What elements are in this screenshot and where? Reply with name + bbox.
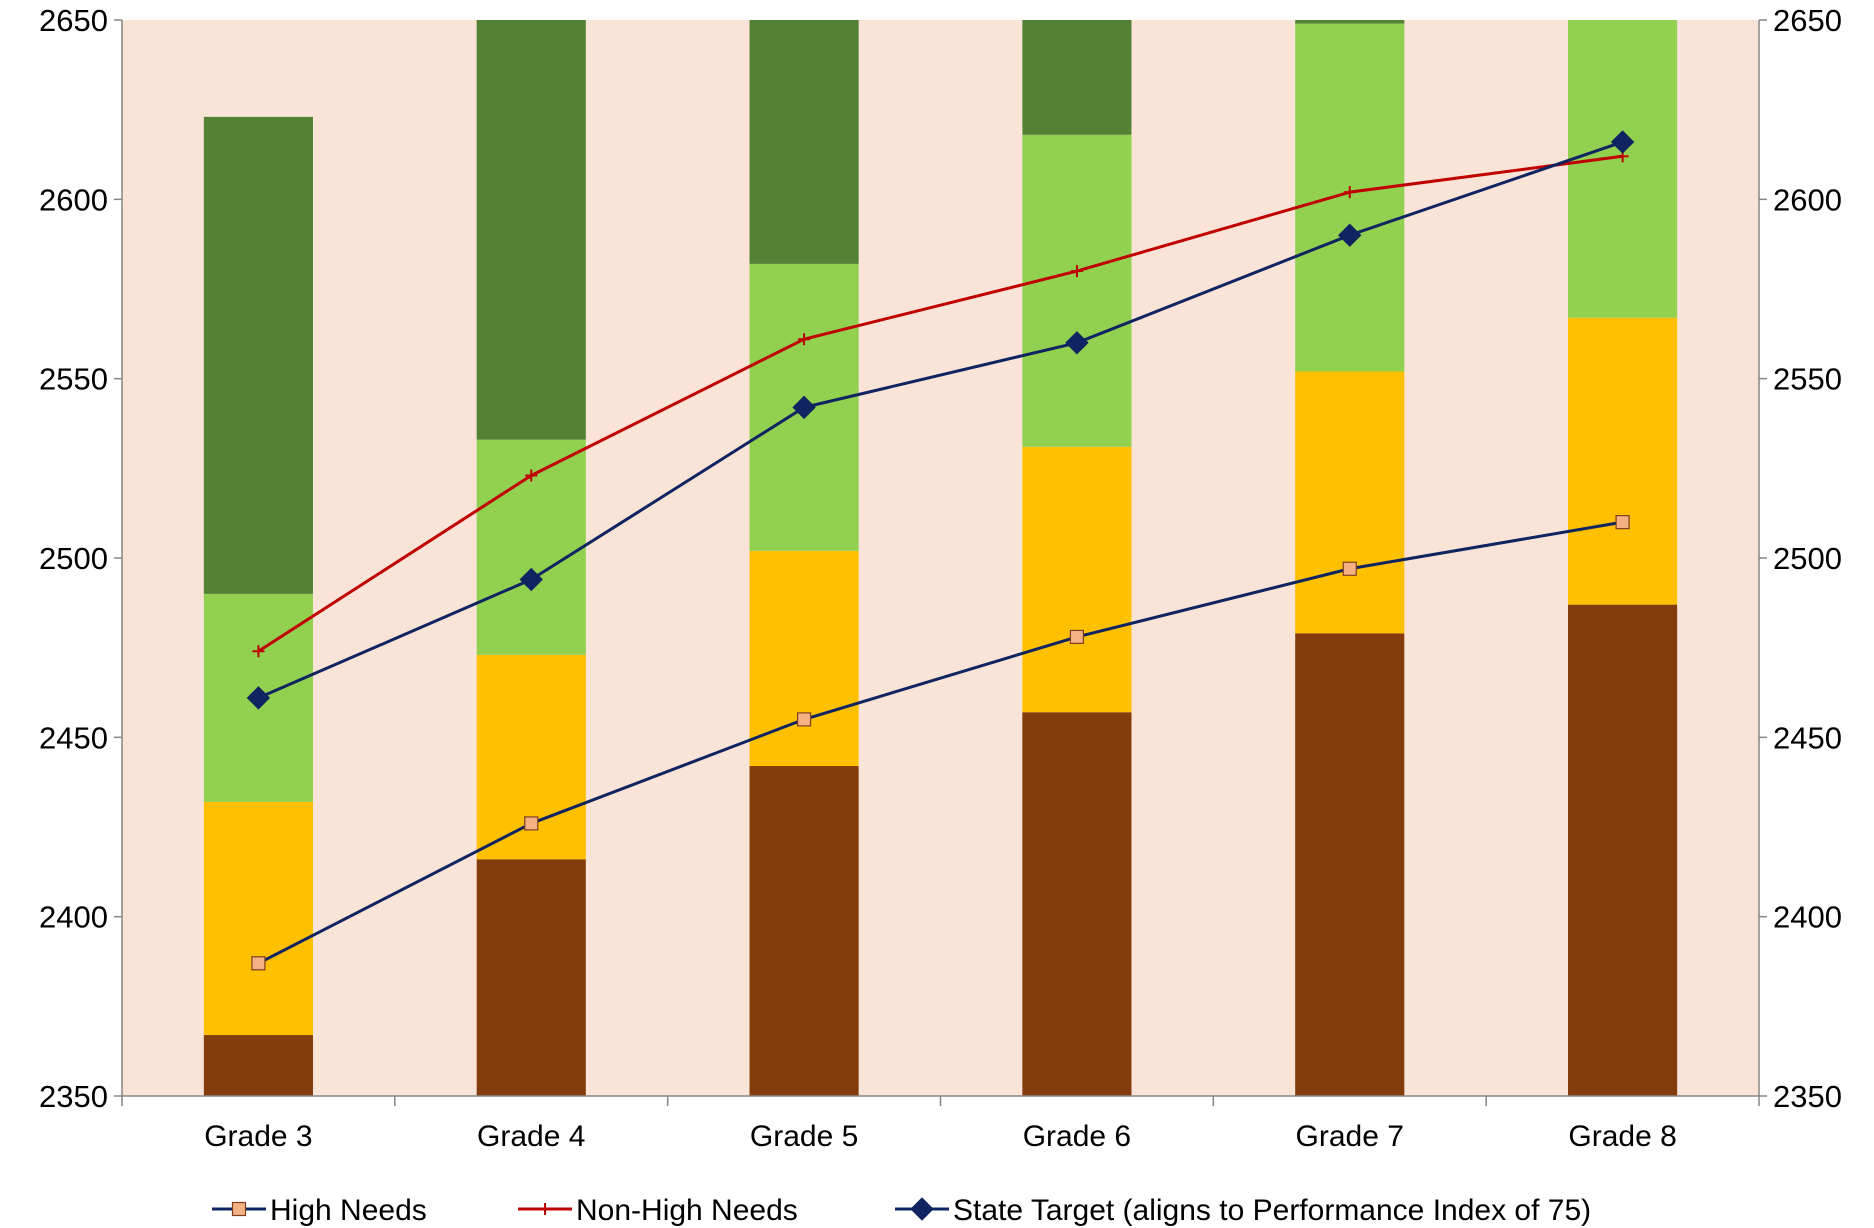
data-point xyxy=(246,686,271,710)
bar-segment xyxy=(1568,604,1678,1096)
data-point xyxy=(1338,223,1362,247)
y-tick-label: 2450 xyxy=(39,720,108,755)
bar-segment xyxy=(203,801,313,1036)
y-tick-label: 2650 xyxy=(39,3,108,38)
y-tick-label: 2550 xyxy=(39,362,108,397)
bar-segment xyxy=(1295,633,1405,1096)
bar-segment xyxy=(1568,317,1678,605)
data-point xyxy=(1069,629,1085,645)
y-tick-label: 2400 xyxy=(39,900,108,935)
series-lines xyxy=(246,130,1635,971)
x-tick-label: Grade 5 xyxy=(750,1120,858,1153)
y2-tick-label: 2550 xyxy=(1773,362,1842,397)
bar-segment xyxy=(1022,712,1132,1096)
x-tick-label: Grade 4 xyxy=(477,1120,585,1153)
y2-tick-label: 2350 xyxy=(1773,1079,1842,1114)
bar-segment xyxy=(749,766,859,1096)
y2-tick-label: 2650 xyxy=(1773,3,1842,38)
data-point xyxy=(1065,331,1089,355)
bar-segment xyxy=(749,550,859,767)
y2-tick-label: 2500 xyxy=(1773,541,1842,576)
series-line xyxy=(257,154,1623,653)
legend-label: High Needs xyxy=(270,1194,427,1227)
bar-segment xyxy=(749,20,859,264)
x-tick-label: Grade 6 xyxy=(1023,1120,1131,1153)
bar-segment xyxy=(476,859,586,1096)
legend-marker xyxy=(539,1203,551,1215)
bar-segment xyxy=(203,116,313,594)
x-tick-label: Grade 7 xyxy=(1296,1120,1404,1153)
data-point xyxy=(1615,515,1630,530)
y2-tick-label: 2400 xyxy=(1773,900,1842,935)
data-point xyxy=(1610,130,1635,154)
x-tick-label: Grade 8 xyxy=(1568,1120,1676,1153)
bar-segment xyxy=(476,20,586,440)
legend-marker xyxy=(910,1197,934,1221)
data-point xyxy=(525,469,538,482)
data-point xyxy=(251,956,266,971)
x-tick-label: Grade 3 xyxy=(204,1120,312,1153)
bar-segment xyxy=(1022,20,1132,135)
bar-segment xyxy=(1022,134,1132,447)
axes xyxy=(114,19,1767,1106)
data-point xyxy=(1070,265,1083,278)
bar-segment xyxy=(1295,371,1405,634)
bar-segment xyxy=(1568,20,1678,318)
y2-tick-label: 2600 xyxy=(1773,182,1842,217)
bars xyxy=(203,20,1678,1096)
y-tick-label: 2350 xyxy=(39,1079,108,1114)
data-point xyxy=(1343,186,1356,199)
bar-segment xyxy=(1022,446,1132,713)
series-line xyxy=(257,520,1623,965)
legend-marker xyxy=(231,1201,247,1217)
data-point xyxy=(1342,561,1357,576)
plot-area xyxy=(122,20,1759,1096)
tick-labels: 2350 2400 2450 2500 2550 2600 2650 2350 2400 2450… xyxy=(39,3,1842,1153)
data-point xyxy=(796,712,812,727)
legend: High Needs Non-High Needs State Target (al… xyxy=(212,1194,1591,1227)
bar-segment xyxy=(1295,20,1405,24)
series-line xyxy=(257,140,1624,700)
data-point xyxy=(519,567,543,592)
data-point xyxy=(798,333,811,346)
bar-segment xyxy=(203,1035,313,1096)
data-point xyxy=(252,645,265,658)
data-point xyxy=(792,395,816,420)
y-tick-label: 2500 xyxy=(39,541,108,576)
legend-label: Non-High Needs xyxy=(576,1194,798,1227)
y2-tick-label: 2450 xyxy=(1773,720,1842,755)
legend-label: State Target (aligns to Performance Inde… xyxy=(953,1194,1591,1227)
y-tick-label: 2600 xyxy=(39,182,108,217)
data-point xyxy=(524,816,539,831)
